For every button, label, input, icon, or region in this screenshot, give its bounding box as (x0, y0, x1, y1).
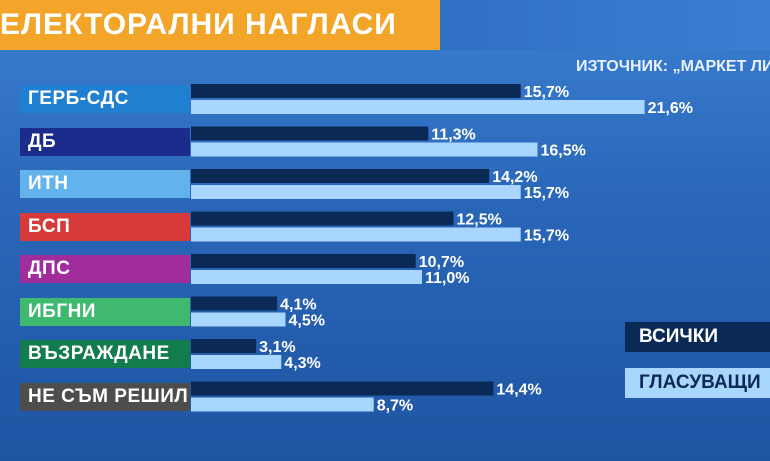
data-label: 4,5% (289, 313, 325, 330)
legend-item-voting: ГЛАСУВАЩИ (625, 368, 770, 398)
data-label: 4,3% (284, 355, 320, 372)
party-label: ГЕРБ-СДС (20, 85, 190, 113)
data-label: 12,5% (457, 212, 502, 229)
bar-voting (191, 185, 521, 199)
data-label: 4,1% (280, 297, 316, 314)
party-label: ДПС (20, 255, 190, 283)
party-label: ДБ (20, 127, 190, 156)
bar-all (191, 211, 454, 226)
header-strip (440, 0, 770, 50)
chart-title: ЕЛЕКТОРАЛНИ НАГЛАСИ (0, 8, 397, 41)
data-label: 14,4% (496, 382, 541, 399)
bar-all (191, 169, 490, 183)
source-label: ИЗТОЧНИК: „МАРКЕТ ЛИ (576, 58, 770, 75)
bar-voting (191, 312, 286, 327)
bar-all (191, 381, 494, 396)
bar-all (191, 84, 521, 98)
data-label: 15,7% (524, 84, 569, 101)
bar-voting (191, 397, 374, 412)
data-label: 11,3% (431, 127, 475, 144)
data-label: 14,2% (492, 169, 537, 186)
party-label: ИТН (20, 170, 190, 198)
bar-voting (191, 355, 282, 369)
party-label: БСП (20, 212, 190, 241)
data-label: 16,5% (541, 143, 586, 160)
bar-all (191, 126, 429, 141)
data-label: 15,7% (524, 228, 569, 245)
data-label: 15,7% (524, 185, 569, 202)
data-label: 21,6% (648, 100, 693, 117)
party-label: ИБГНИ (20, 297, 190, 326)
bar-voting (191, 227, 521, 242)
bar-voting (191, 100, 645, 114)
party-label: ВЪЗРАЖДАНЕ (20, 340, 190, 368)
data-label: 8,7% (377, 398, 413, 415)
bar-voting (191, 142, 538, 157)
data-label: 11,0% (425, 270, 469, 287)
party-label: НЕ СЪМ РЕШИЛ (20, 382, 190, 411)
bar-all (191, 296, 278, 311)
data-label: 3,1% (259, 339, 295, 356)
bar-all (191, 254, 416, 268)
bar-all (191, 339, 257, 353)
title-bar: ЕЛЕКТОРАЛНИ НАГЛАСИ (0, 0, 440, 50)
bar-voting (191, 270, 422, 284)
data-label: 10,7% (419, 254, 464, 271)
legend-item-all: ВСИЧКИ (625, 322, 770, 352)
